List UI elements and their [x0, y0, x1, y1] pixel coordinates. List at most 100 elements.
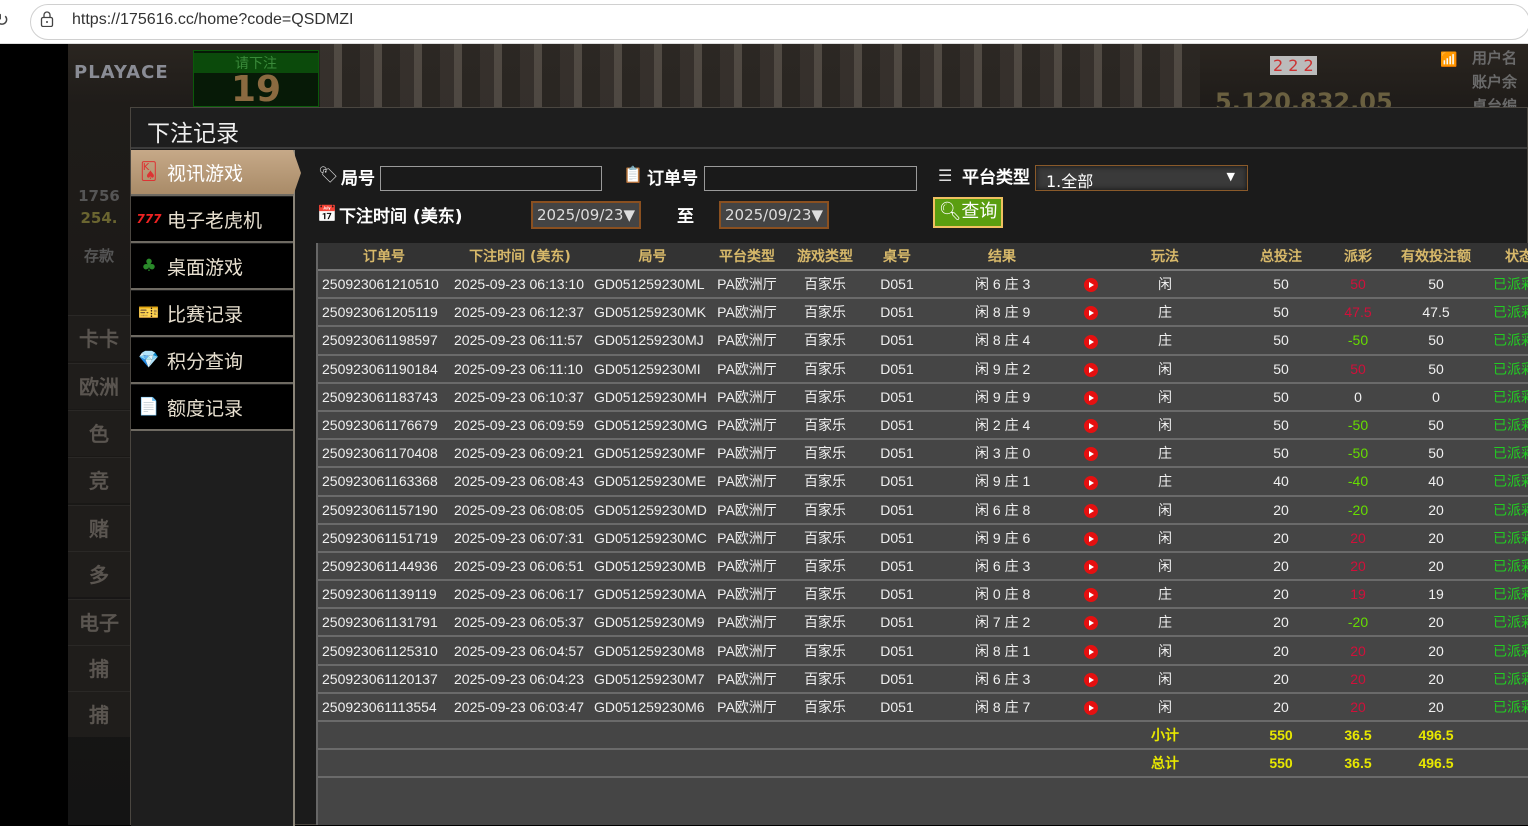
bet-time: 2025-09-23 06:08:43	[450, 467, 590, 497]
menu-item-0[interactable]: 🂮 视讯游戏	[131, 150, 301, 196]
platform: PA欧洲厅	[715, 636, 779, 666]
menu-item-2[interactable]: ♣ 桌面游戏	[131, 244, 293, 290]
lock-icon[interactable]	[40, 11, 54, 27]
play-video-icon[interactable]	[1084, 588, 1098, 603]
balance-label: 账户余	[1472, 73, 1518, 91]
status: 已派彩	[1489, 608, 1528, 638]
play-video-icon[interactable]	[1084, 503, 1098, 518]
bet-type: 庄	[1101, 608, 1229, 638]
result: 闲 9 庄 9	[923, 382, 1081, 412]
result: 闲 6 庄 3	[923, 551, 1081, 582]
result: 闲 8 庄 1	[923, 636, 1081, 666]
address-bar[interactable]	[30, 4, 1528, 40]
column-header	[1081, 243, 1101, 271]
payout: 20	[1333, 551, 1383, 582]
background-menu-item: 色	[68, 410, 130, 456]
bet-type: 闲	[1101, 270, 1229, 300]
background-menu-item: 欧洲	[68, 363, 130, 409]
bet-time: 2025-09-23 06:05:37	[450, 608, 590, 638]
result: 闲 9 庄 1	[923, 467, 1081, 497]
table-row: 250923061176679 2025-09-23 06:09:59 GD0512…	[318, 410, 1528, 441]
payout: -50	[1333, 410, 1383, 441]
menu-item-1[interactable]: 777 电子老虎机	[131, 197, 293, 243]
url-text[interactable]: https://175616.cc/home?code=QSDMZI	[72, 11, 354, 28]
menu-item-3[interactable]: 🎫 比赛记录	[131, 291, 293, 337]
valid-bet: 20	[1383, 664, 1489, 694]
play-video-icon[interactable]	[1084, 362, 1098, 377]
order-id: 250923061113554	[318, 692, 450, 723]
valid-bet: 50	[1383, 326, 1489, 356]
payout: -50	[1333, 439, 1383, 469]
replay-cell	[1081, 467, 1101, 497]
chevron-down-icon: ▼	[1226, 170, 1235, 183]
play-video-icon[interactable]	[1084, 334, 1098, 349]
order-id: 250923061198597	[318, 326, 450, 356]
date-from-picker[interactable]: 2025/09/23▼	[531, 201, 641, 229]
menu-item-label: 电子老虎机	[167, 209, 263, 232]
replay-cell	[1081, 580, 1101, 610]
play-video-icon[interactable]	[1084, 306, 1098, 321]
valid-bet: 50	[1383, 439, 1489, 469]
bet-time: 2025-09-23 06:08:05	[450, 495, 590, 525]
reload-icon[interactable]: ↻	[0, 10, 10, 31]
column-header: 局号	[590, 243, 715, 271]
empty-cell	[1081, 749, 1101, 779]
round-id: GD051259230MK	[590, 298, 715, 328]
playing-cards-icon: 🂮	[140, 162, 158, 182]
bet-time: 2025-09-23 06:04:23	[450, 664, 590, 694]
play-video-icon[interactable]	[1084, 644, 1098, 659]
bet-time: 2025-09-23 06:12:37	[450, 298, 590, 328]
platform-select[interactable]: 1.全部 ▼	[1035, 165, 1248, 191]
play-video-icon[interactable]	[1084, 672, 1098, 687]
replay-cell	[1081, 523, 1101, 553]
menu-item-4[interactable]: 💎 积分查询	[131, 338, 293, 384]
table-id: D051	[871, 382, 923, 412]
replay-cell	[1081, 551, 1101, 582]
platform: PA欧洲厅	[715, 326, 779, 356]
payout: -20	[1333, 608, 1383, 638]
order-id: 250923061170408	[318, 439, 450, 469]
play-video-icon[interactable]	[1084, 419, 1098, 434]
valid-bet: 20	[1383, 551, 1489, 582]
play-video-icon[interactable]	[1084, 447, 1098, 462]
status: 已派彩	[1489, 270, 1528, 300]
play-video-icon[interactable]	[1084, 390, 1098, 405]
empty-cell	[590, 721, 715, 751]
total-bet: 50	[1229, 270, 1333, 300]
play-video-icon[interactable]	[1084, 278, 1098, 293]
subtotal-total_bet: 550	[1229, 721, 1333, 751]
payout: 20	[1333, 636, 1383, 666]
game-type: 百家乐	[779, 692, 871, 723]
order-id: 250923061205119	[318, 298, 450, 328]
play-video-icon[interactable]	[1084, 531, 1098, 546]
background-menu-item: 捕	[68, 645, 130, 691]
table-row: 250923061198597 2025-09-23 06:11:57 GD0512…	[318, 326, 1528, 356]
play-video-icon[interactable]	[1084, 475, 1098, 490]
result: 闲 9 庄 2	[923, 354, 1081, 384]
total-bet: 50	[1229, 326, 1333, 356]
browser-toolbar: ↻ https://175616.cc/home?code=QSDMZI	[0, 0, 1528, 44]
total-bet: 20	[1229, 692, 1333, 723]
order-id: 250923061120137	[318, 664, 450, 694]
platform: PA欧洲厅	[715, 495, 779, 525]
order-id: 250923061131791	[318, 608, 450, 638]
table-id: D051	[871, 495, 923, 525]
table-id: D051	[871, 664, 923, 694]
bet-time-label: 下注时间 (美东)	[339, 207, 463, 227]
payout: 47.5	[1333, 298, 1383, 328]
round-id: GD051259230M9	[590, 608, 715, 638]
empty-cell	[590, 749, 715, 779]
play-video-icon[interactable]	[1084, 560, 1098, 575]
play-video-icon[interactable]	[1084, 616, 1098, 631]
result: 闲 3 庄 0	[923, 439, 1081, 469]
menu-item-5[interactable]: 📄 额度记录	[131, 385, 293, 431]
valid-bet: 50	[1383, 270, 1489, 300]
table-row: 250923061183743 2025-09-23 06:10:37 GD0512…	[318, 382, 1528, 412]
order-input[interactable]	[704, 166, 917, 191]
bet-time: 2025-09-23 06:04:57	[450, 636, 590, 666]
empty-cell	[779, 721, 871, 751]
play-video-icon[interactable]	[1084, 701, 1098, 716]
query-button[interactable]: 🔍︎查询	[933, 197, 1003, 228]
date-to-picker[interactable]: 2025/09/23▼	[719, 201, 829, 229]
round-input[interactable]	[380, 166, 602, 191]
